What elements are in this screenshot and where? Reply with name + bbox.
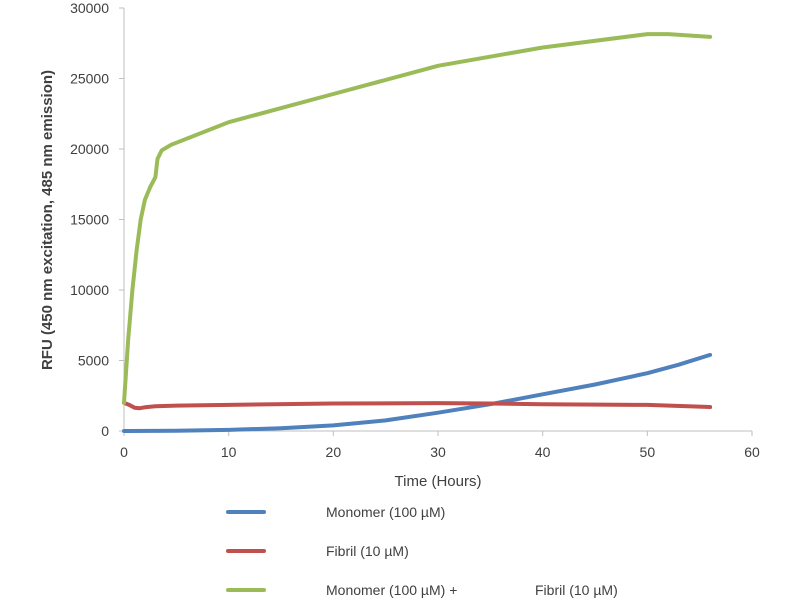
legend-label-0: Monomer (100 µM): [326, 504, 445, 520]
series-line-1: [122, 400, 713, 411]
y-tick-label: 25000: [70, 71, 109, 87]
y-tick-label: 5000: [78, 353, 109, 369]
series-line-2: [122, 32, 713, 405]
x-tick-label: 20: [326, 444, 342, 460]
legend-label-1: Fibril (10 µM): [326, 543, 409, 559]
y-tick-label: 10000: [70, 282, 109, 298]
y-axis-label: RFU (450 nm excitation, 485 nm emission): [39, 70, 56, 370]
y-tick-label: 0: [101, 423, 109, 439]
x-tick-label: 40: [535, 444, 551, 460]
series-line-0: [122, 352, 713, 433]
y-tick-label: 15000: [70, 212, 109, 228]
legend-label-suffix-2: Fibril (10 µM): [535, 582, 618, 598]
x-tick-label: 60: [744, 444, 760, 460]
legend: Monomer (100 µM) Fibril (10 µM) Monomer (1…: [226, 504, 618, 598]
x-tick-label: 30: [430, 444, 446, 460]
x-tick-label: 10: [221, 444, 237, 460]
x-tick-label: 0: [120, 444, 128, 460]
legend-label-2: Monomer (100 µM) +: [326, 582, 457, 598]
y-tick-label: 20000: [70, 141, 109, 157]
series-group: [122, 32, 713, 433]
y-tick-label: 30000: [70, 0, 109, 16]
x-tick-label: 50: [640, 444, 656, 460]
x-axis-label: Time (Hours): [395, 473, 482, 490]
axes: 0 5000 10000 15000 20000 25000 30000 0 10 20 30 40 5…: [70, 0, 760, 460]
